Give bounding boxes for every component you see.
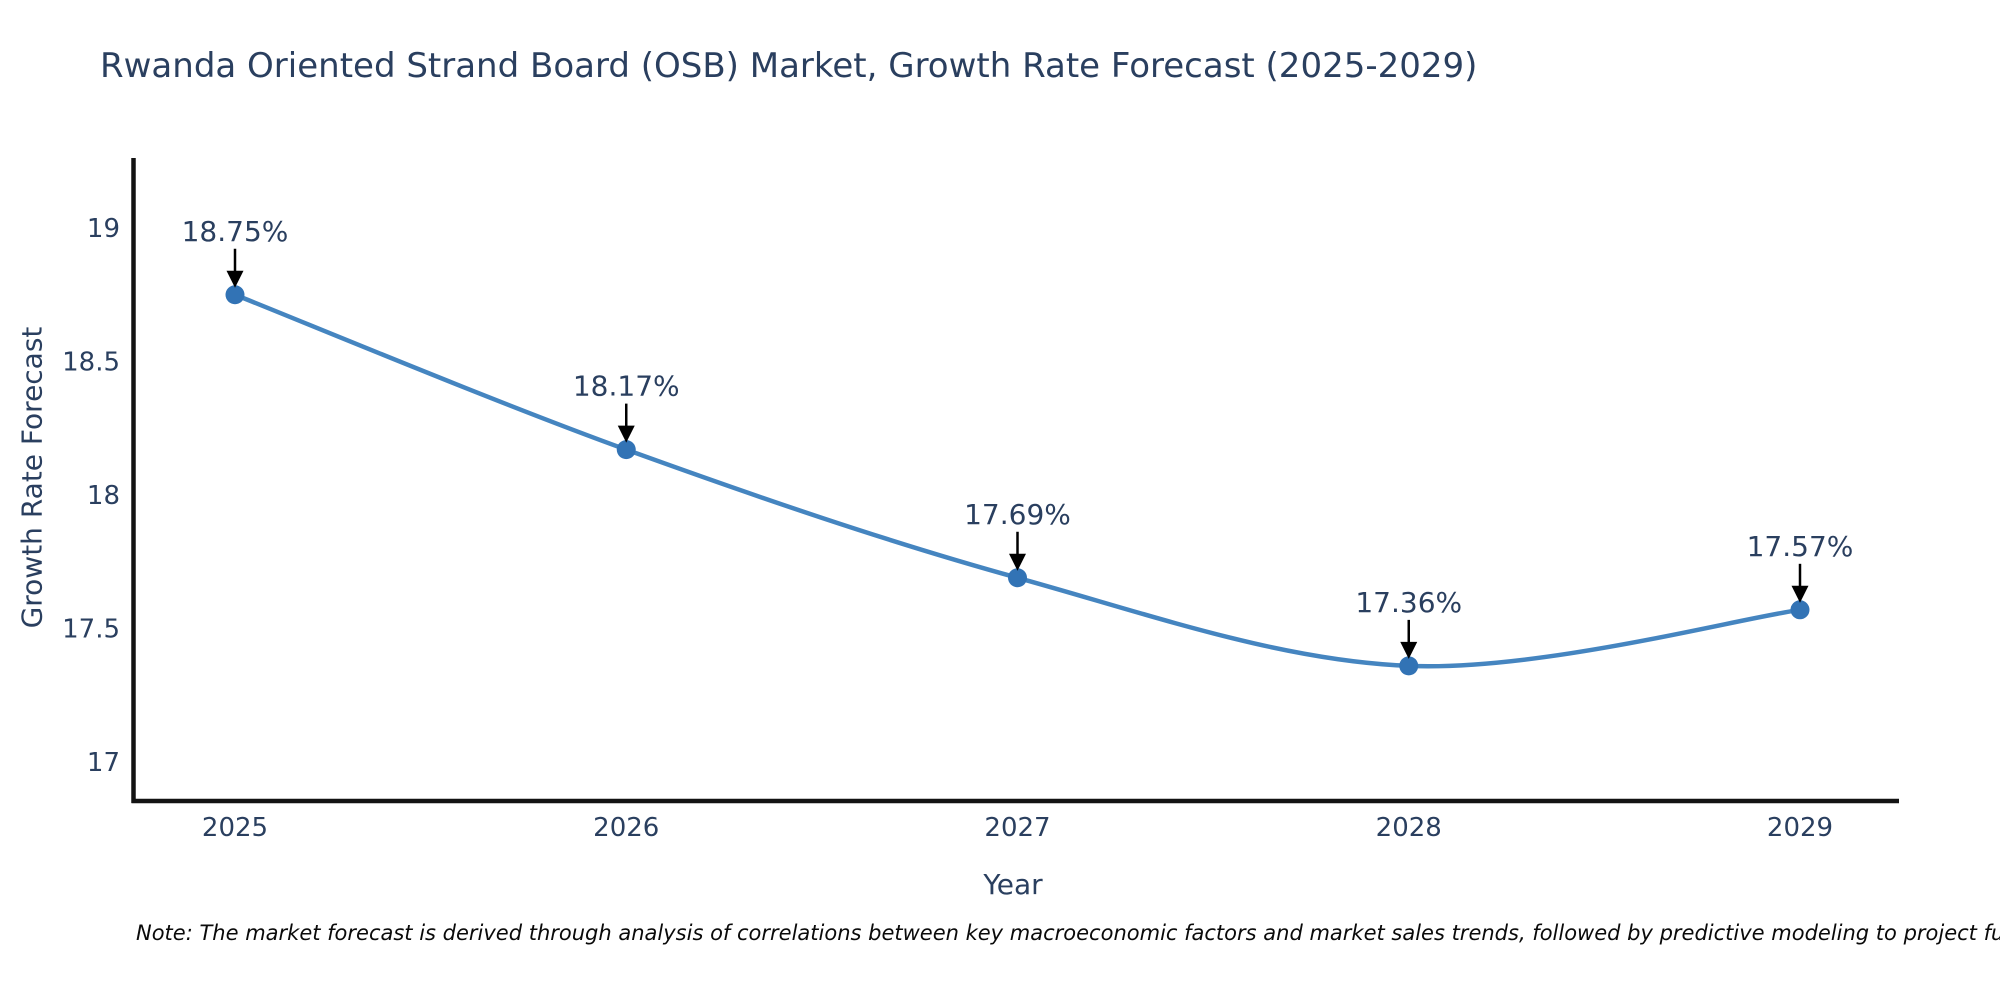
- x-tick-label: 2026: [593, 813, 659, 843]
- chart-title: Rwanda Oriented Strand Board (OSB) Marke…: [100, 46, 1478, 86]
- y-tick-label: 17: [87, 748, 120, 778]
- x-axis-title: Year: [983, 868, 1043, 901]
- y-tick-label: 18.5: [62, 348, 120, 378]
- x-tick-label: 2027: [984, 813, 1050, 843]
- data-point-marker: [1399, 656, 1419, 676]
- annotation-arrowhead-icon: [226, 270, 244, 288]
- data-point-label: 17.36%: [1355, 586, 1462, 619]
- data-point-label: 18.75%: [182, 215, 289, 248]
- series-layer: 17 17.5 18 18.5 19 2025 2026 2027 2028 2029 18.75%…: [62, 214, 1853, 843]
- series-line: [232, 292, 1803, 669]
- y-tick-label: 19: [87, 214, 120, 244]
- data-point-marker: [1790, 600, 1810, 620]
- data-point-marker: [616, 440, 636, 460]
- annotation-arrowhead-icon: [1400, 641, 1418, 659]
- data-point-label: 18.17%: [573, 370, 680, 403]
- data-point-label: 17.69%: [964, 498, 1071, 531]
- annotation-arrowhead-icon: [1009, 553, 1026, 571]
- y-axis-title: Growth Rate Forecast: [15, 326, 49, 629]
- x-tick-label: 2025: [202, 813, 268, 843]
- annotation-arrowhead-icon: [617, 425, 635, 443]
- y-tick-label: 17.5: [62, 615, 120, 645]
- data-point-marker: [1008, 568, 1027, 588]
- data-point-marker: [225, 285, 245, 305]
- data-point-label: 17.57%: [1747, 530, 1854, 563]
- footnote: Note: The market forecast is derived thr…: [136, 921, 2000, 945]
- y-tick-label: 18: [87, 481, 120, 511]
- x-tick-label: 2028: [1376, 813, 1442, 843]
- annotation-arrowhead-icon: [1791, 585, 1809, 603]
- x-tick-label: 2029: [1767, 813, 1833, 843]
